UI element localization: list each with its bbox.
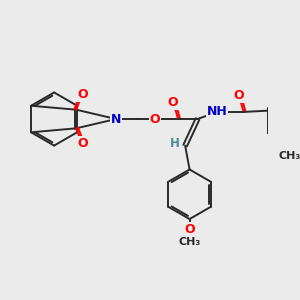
Text: NH: NH	[207, 105, 227, 119]
Text: O: O	[150, 112, 160, 125]
Text: O: O	[77, 88, 88, 101]
Text: H: H	[169, 137, 179, 150]
Text: O: O	[167, 96, 178, 109]
Text: N: N	[111, 112, 121, 125]
Text: CH₃: CH₃	[178, 237, 201, 247]
Text: O: O	[184, 223, 195, 236]
Text: O: O	[77, 137, 88, 150]
Text: O: O	[233, 88, 244, 102]
Text: CH₃: CH₃	[278, 151, 300, 161]
